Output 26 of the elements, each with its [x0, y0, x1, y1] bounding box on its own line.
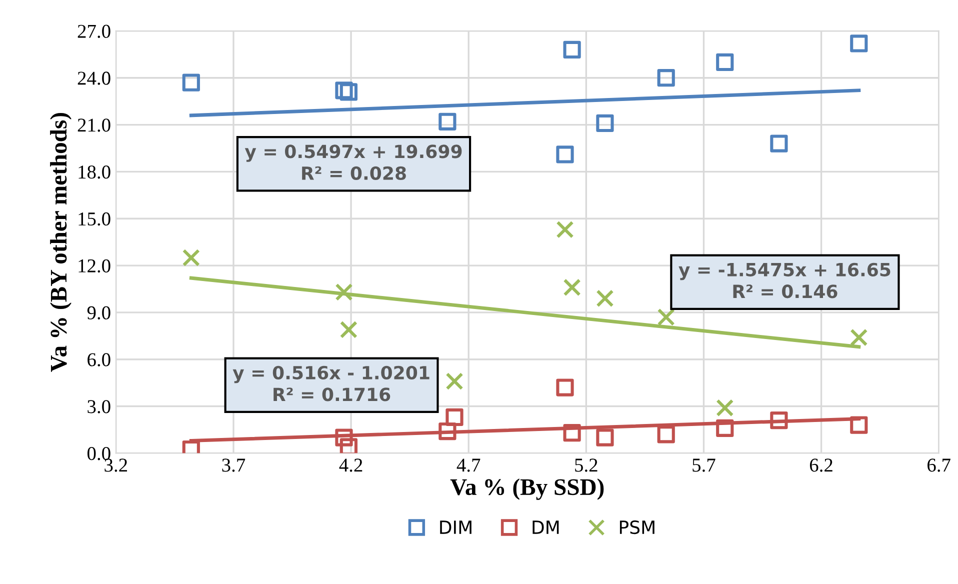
annotation: y = 0.5497x + 19.699 R² = 0.028	[244, 144, 462, 180]
legend-label: PSM	[620, 520, 654, 534]
legend-label: DIM	[440, 520, 472, 534]
y-tick-label: 15.0	[78, 212, 110, 226]
legend-label: DM	[532, 520, 559, 534]
y-tick-label: 24.0	[78, 72, 110, 85]
y-tick-label: 9.0	[87, 306, 110, 320]
x-tick-label: 5.2	[575, 458, 598, 472]
x-tick-label: 4.7	[456, 458, 480, 472]
y-tick-label: 18.0	[78, 166, 110, 179]
x-tick-label: 3.7	[222, 458, 246, 472]
annotation: y = -1.5475x + 16.65 R² = 0.146	[678, 262, 890, 298]
y-tick-label: 0.0	[87, 447, 110, 460]
annotation: y = 0.516x - 1.0201 R² = 0.1716	[232, 366, 430, 402]
x-tick-label: 4.2	[339, 458, 362, 472]
y-tick-label: 3.0	[88, 400, 110, 414]
y-tick-label: 27.0	[78, 24, 110, 38]
x-tick-label: 6.2	[810, 458, 832, 472]
x-axis-title: Va % (By SSD)	[450, 478, 604, 500]
x-tick-label: 5.7	[692, 458, 716, 472]
y-tick-label: 12.0	[78, 259, 110, 273]
y-tick-label: 6.0	[88, 353, 110, 366]
x-tick-label: 3.2	[104, 458, 127, 472]
y-axis-title: Va % (BY other methods)	[50, 113, 72, 372]
y-tick-label: 21.0	[78, 118, 110, 132]
x-tick-label: 6.7	[928, 458, 950, 472]
